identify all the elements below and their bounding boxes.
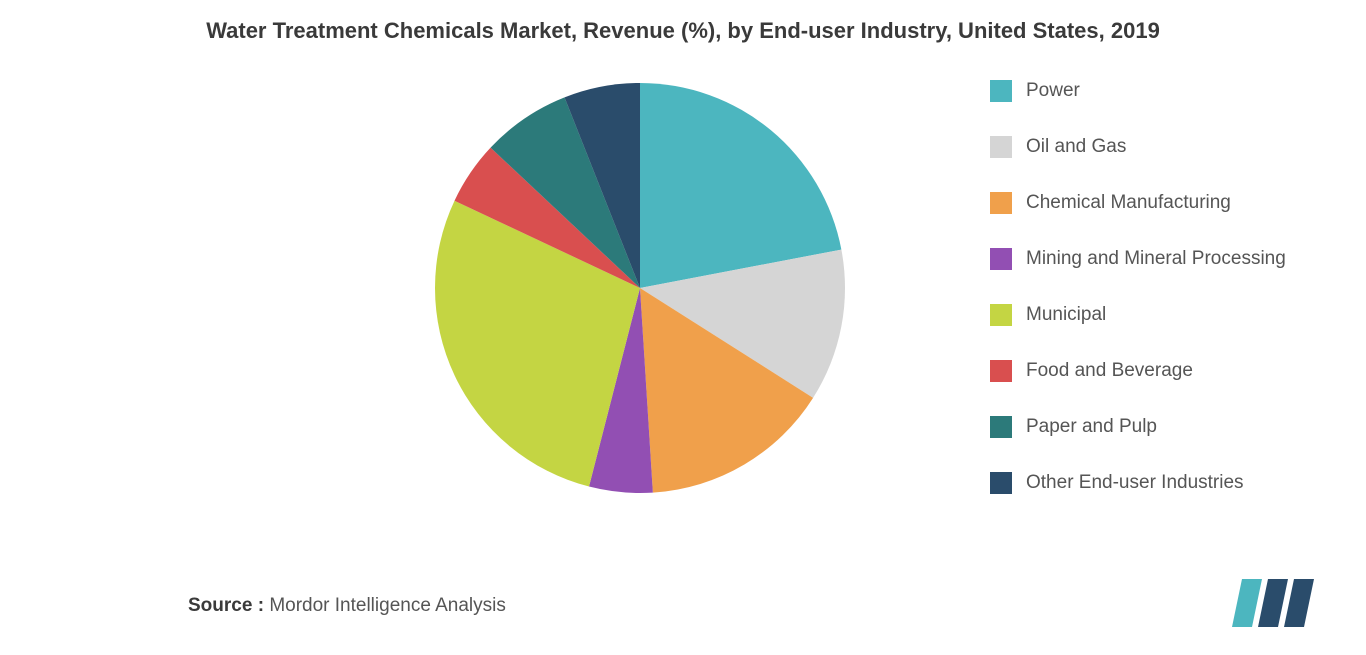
legend-item: Other End-user Industries	[990, 472, 1286, 494]
legend-label: Other End-user Industries	[1026, 472, 1244, 494]
source-line: Source : Mordor Intelligence Analysis	[188, 595, 506, 617]
pie-chart	[430, 78, 850, 498]
source-label: Source :	[188, 595, 264, 616]
logo-bar	[1284, 579, 1314, 627]
chart-title: Water Treatment Chemicals Market, Revenu…	[0, 18, 1366, 44]
legend-item: Oil and Gas	[990, 136, 1286, 158]
legend: Power Oil and Gas Chemical Manufacturing Mi…	[990, 80, 1286, 494]
source-value: Mordor Intelligence Analysis	[269, 595, 506, 616]
legend-label: Oil and Gas	[1026, 136, 1126, 158]
legend-swatch	[990, 80, 1012, 102]
legend-item: Power	[990, 80, 1286, 102]
legend-swatch	[990, 360, 1012, 382]
legend-label: Mining and Mineral Processing	[1026, 248, 1286, 270]
legend-label: Power	[1026, 80, 1080, 102]
logo-bar	[1232, 579, 1262, 627]
legend-swatch	[990, 248, 1012, 270]
legend-item: Mining and Mineral Processing	[990, 248, 1286, 270]
legend-item: Chemical Manufacturing	[990, 192, 1286, 214]
legend-swatch	[990, 416, 1012, 438]
legend-swatch	[990, 304, 1012, 326]
legend-item: Paper and Pulp	[990, 416, 1286, 438]
legend-label: Municipal	[1026, 304, 1106, 326]
legend-label: Paper and Pulp	[1026, 416, 1157, 438]
legend-label: Food and Beverage	[1026, 360, 1193, 382]
legend-swatch	[990, 136, 1012, 158]
logo-bar	[1258, 579, 1288, 627]
legend-swatch	[990, 472, 1012, 494]
legend-item: Food and Beverage	[990, 360, 1286, 382]
brand-logo	[1232, 579, 1318, 627]
legend-label: Chemical Manufacturing	[1026, 192, 1231, 214]
legend-item: Municipal	[990, 304, 1286, 326]
legend-swatch	[990, 192, 1012, 214]
